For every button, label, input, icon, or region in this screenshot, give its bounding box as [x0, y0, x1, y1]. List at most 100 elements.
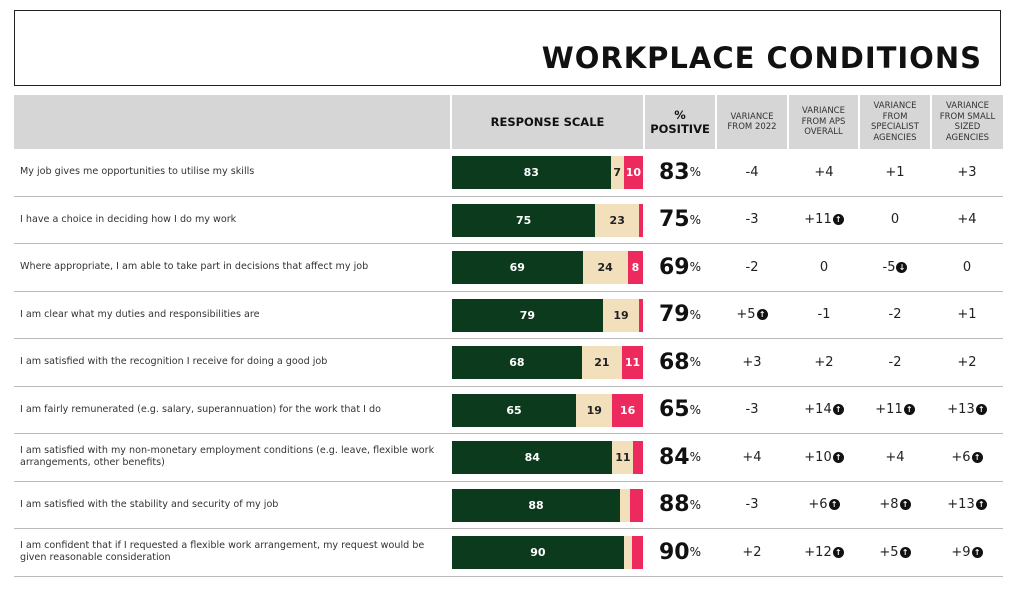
variance-value: +13 [947, 402, 975, 418]
variance-value: +11 [804, 212, 832, 228]
bar-negative: 11 [621, 346, 643, 379]
bar-negative: 16 [612, 393, 643, 427]
percent-value: 83 [658, 159, 690, 185]
variance-aps: +12 ↑ [789, 529, 859, 576]
variance-value: -3 [745, 402, 759, 418]
variance-value: +14 [804, 402, 832, 418]
question-text: I am clear what my duties and responsibi… [20, 308, 260, 320]
question-text: I am confident that if I requested a fle… [20, 540, 425, 564]
variance-2022: +3 [717, 339, 787, 386]
variance-value: +6 [951, 449, 971, 465]
bar-neutral: 7 [610, 156, 624, 189]
bar-positive: 69 [452, 251, 583, 284]
table-row: I am clear what my duties and responsibi… [14, 292, 1003, 339]
variance-value: +2 [957, 354, 977, 370]
variance-specialist: +4 [860, 434, 930, 481]
response-bar: 69 24 8 [452, 251, 643, 284]
arrow-up-circle-icon: ↑ [828, 499, 840, 511]
percent-positive: 69% [645, 244, 715, 291]
variance-value: -2 [745, 259, 759, 275]
header-var-small: VARIANCE FROM SMALL SIZED AGENCIES [932, 95, 1003, 149]
variance-value: +8 [879, 497, 899, 513]
bar-neutral: 21 [581, 346, 622, 379]
question-text: I am fairly remunerated (e.g. salary, su… [20, 403, 381, 415]
arrow-down-circle-icon: ↓ [896, 261, 908, 273]
bar-positive: 84 [452, 441, 613, 474]
question-text: I am satisfied with the stability and se… [20, 498, 279, 510]
percent-unit: % [689, 307, 702, 322]
table-row: I am satisfied with the recognition I re… [14, 339, 1003, 387]
variance-2022: -4 [717, 149, 787, 196]
percent-value: 69 [658, 254, 690, 280]
bar-positive: 65 [452, 393, 577, 427]
variance-aps: +4 [789, 149, 859, 196]
variance-aps: 0 [789, 244, 859, 291]
bar-positive: 68 [452, 346, 582, 379]
variance-value: -5 [882, 259, 896, 275]
bar-neutral: 19 [602, 298, 640, 332]
question-text: I have a choice in deciding how I do my … [20, 213, 237, 225]
variance-aps: +14 ↑ [789, 387, 859, 434]
variance-2022: -2 [717, 244, 787, 291]
response-bar: 83 7 10 [452, 156, 643, 189]
arrow-up-circle-icon: ↑ [832, 404, 844, 416]
variance-value: +6 [808, 497, 828, 513]
variance-small: +2 [932, 339, 1002, 386]
percent-value: 88 [658, 492, 690, 518]
percent-unit: % [689, 212, 702, 227]
header-response-scale: RESPONSE SCALE [452, 95, 643, 149]
question-text: I am satisfied with the recognition I re… [20, 356, 328, 368]
percent-unit: % [689, 545, 702, 560]
response-bar: 68 21 11 [452, 346, 643, 379]
variance-value: +2 [814, 354, 834, 370]
bar-positive: 90 [452, 536, 624, 569]
percent-value: 79 [658, 302, 690, 328]
variance-2022: +5 ↑ [717, 292, 787, 339]
variance-specialist: +11 ↑ [860, 387, 930, 434]
variance-value: +9 [951, 544, 971, 560]
variance-2022: +4 [717, 434, 787, 481]
question-text: I am satisfied with my non-monetary empl… [20, 445, 435, 469]
variance-value: -1 [817, 307, 831, 323]
variance-aps: +11 ↑ [789, 197, 859, 244]
bar-neutral [623, 536, 632, 569]
variance-value: 0 [819, 259, 829, 275]
arrow-up-circle-icon: ↑ [899, 499, 911, 511]
table-row: I am satisfied with my non-monetary empl… [14, 434, 1003, 482]
variance-value: 0 [962, 259, 972, 275]
variance-small: +6 ↑ [932, 434, 1002, 481]
variance-aps: -1 [789, 292, 859, 339]
bar-positive: 88 [452, 488, 621, 522]
question-text: My job gives me opportunities to utilise… [20, 166, 255, 178]
variance-specialist: +1 [860, 149, 930, 196]
arrow-up-circle-icon: ↑ [832, 451, 844, 463]
variance-small: +9 ↑ [932, 529, 1002, 576]
response-bar: 65 19 16 [452, 393, 643, 427]
header-positive: % POSITIVE [645, 95, 715, 149]
variance-2022: -3 [717, 482, 787, 529]
variance-aps: +2 [789, 339, 859, 386]
bar-positive: 83 [452, 156, 611, 189]
variance-value: +3 [957, 164, 977, 180]
arrow-up-circle-icon: ↑ [832, 214, 844, 226]
bar-neutral [620, 488, 630, 522]
percent-positive: 75% [645, 197, 715, 244]
bar-negative [631, 536, 643, 569]
bar-negative [629, 488, 643, 522]
variance-value: 0 [890, 212, 900, 228]
response-bar: 90 [452, 536, 643, 569]
variance-value: -2 [888, 307, 902, 323]
variance-value: +4 [814, 164, 834, 180]
percent-positive: 83% [645, 149, 715, 196]
bar-neutral: 19 [576, 393, 613, 427]
bar-neutral: 11 [612, 441, 634, 474]
variance-value: +4 [957, 212, 977, 228]
arrow-up-circle-icon: ↑ [971, 451, 983, 463]
percent-value: 90 [658, 539, 690, 565]
variance-value: +5 [879, 544, 899, 560]
percent-value: 68 [658, 349, 690, 375]
bar-positive: 75 [452, 203, 596, 237]
percent-positive: 65% [645, 387, 715, 434]
variance-specialist: -2 [860, 292, 930, 339]
variance-specialist: +5 ↑ [860, 529, 930, 576]
